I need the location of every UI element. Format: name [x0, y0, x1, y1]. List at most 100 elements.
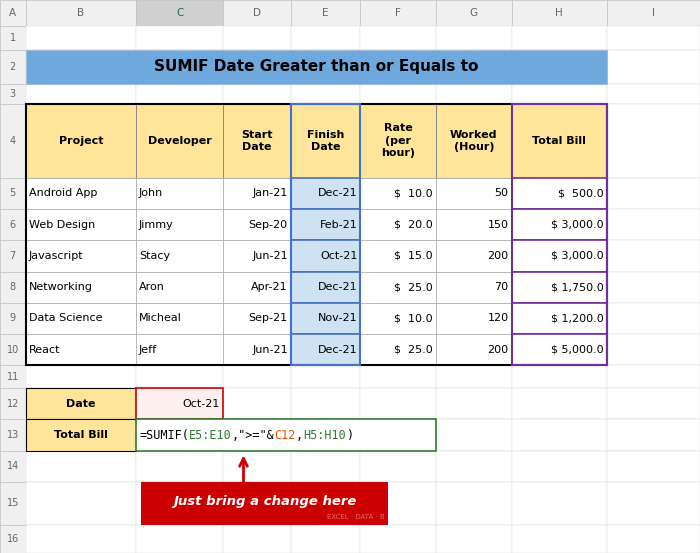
Text: $ 1,750.0: $ 1,750.0 — [551, 282, 604, 292]
Text: 1: 1 — [10, 33, 16, 43]
Bar — [290, 451, 360, 482]
Bar — [26, 334, 136, 366]
Text: B: B — [77, 8, 85, 18]
Bar — [0, 419, 26, 451]
Bar — [512, 334, 607, 366]
Bar — [436, 482, 512, 525]
Text: Date: Date — [66, 399, 96, 409]
Bar — [360, 482, 436, 525]
Text: 13: 13 — [7, 430, 19, 440]
Bar — [360, 334, 436, 366]
Text: 150: 150 — [488, 220, 509, 229]
Bar — [136, 0, 223, 25]
Text: React: React — [29, 345, 60, 354]
Bar — [512, 0, 607, 25]
Bar — [290, 303, 360, 334]
Bar — [26, 272, 136, 303]
Bar — [290, 272, 360, 303]
Bar — [607, 104, 700, 178]
Text: Nov-21: Nov-21 — [318, 314, 358, 324]
Bar — [136, 272, 223, 303]
Bar — [223, 104, 290, 178]
Bar — [436, 104, 512, 178]
Bar — [607, 451, 700, 482]
Bar — [136, 25, 223, 50]
Bar — [26, 525, 136, 553]
Text: A: A — [9, 8, 16, 18]
Bar — [136, 419, 436, 451]
Text: 15: 15 — [6, 498, 19, 508]
Bar — [360, 240, 436, 272]
Bar — [512, 178, 607, 209]
Bar — [290, 366, 360, 388]
Bar — [223, 209, 290, 240]
Text: ): ) — [346, 429, 353, 441]
Text: Sep-20: Sep-20 — [248, 220, 288, 229]
Bar — [607, 366, 700, 388]
Bar — [26, 240, 136, 272]
Text: 11: 11 — [7, 372, 19, 382]
Bar — [436, 209, 512, 240]
Text: 120: 120 — [487, 314, 509, 324]
Text: $ 3,000.0: $ 3,000.0 — [552, 220, 604, 229]
Text: Data Science: Data Science — [29, 314, 102, 324]
Bar — [223, 240, 290, 272]
Bar — [290, 25, 360, 50]
Text: 12: 12 — [6, 399, 19, 409]
Text: Micheal: Micheal — [139, 314, 182, 324]
Bar — [290, 104, 360, 178]
Text: 10: 10 — [7, 345, 19, 354]
Bar — [223, 240, 290, 272]
Bar — [360, 209, 436, 240]
Text: Aron: Aron — [139, 282, 165, 292]
Bar — [360, 303, 436, 334]
Bar — [512, 388, 607, 419]
Bar — [512, 104, 607, 366]
Text: Finish
Date: Finish Date — [307, 129, 344, 152]
Bar — [607, 482, 700, 525]
Bar — [512, 366, 607, 388]
Bar — [136, 240, 223, 272]
Text: ,: , — [296, 429, 303, 441]
Text: 4: 4 — [10, 135, 16, 146]
Text: 70: 70 — [494, 282, 509, 292]
Bar — [136, 334, 223, 366]
Bar — [436, 25, 512, 50]
Bar — [512, 104, 607, 178]
Text: Developer: Developer — [148, 135, 211, 146]
Bar — [136, 525, 223, 553]
Bar — [26, 272, 136, 303]
Bar — [136, 366, 223, 388]
Text: Jimmy: Jimmy — [139, 220, 174, 229]
Bar — [607, 50, 700, 84]
Text: Dec-21: Dec-21 — [318, 345, 358, 354]
Bar — [436, 525, 512, 553]
Bar — [290, 240, 360, 272]
Text: Dec-21: Dec-21 — [318, 282, 358, 292]
Text: $  10.0: $ 10.0 — [394, 314, 433, 324]
Bar — [436, 303, 512, 334]
Bar — [436, 272, 512, 303]
Bar — [0, 50, 26, 84]
Text: Oct-21: Oct-21 — [182, 399, 219, 409]
Bar — [223, 272, 290, 303]
Bar — [290, 419, 360, 451]
Bar — [607, 525, 700, 553]
Bar — [436, 209, 512, 240]
Text: Jun-21: Jun-21 — [252, 251, 288, 261]
Bar — [223, 209, 290, 240]
Bar — [223, 25, 290, 50]
Bar — [26, 0, 136, 25]
Bar — [290, 272, 360, 303]
Bar — [436, 272, 512, 303]
Bar — [0, 178, 26, 209]
Bar — [607, 303, 700, 334]
Text: Total Bill: Total Bill — [533, 135, 586, 146]
Bar — [290, 104, 360, 178]
Text: $  10.0: $ 10.0 — [394, 189, 433, 199]
Bar — [436, 366, 512, 388]
Bar — [26, 50, 607, 84]
Bar — [360, 178, 436, 209]
Bar — [607, 209, 700, 240]
Bar — [26, 50, 136, 84]
